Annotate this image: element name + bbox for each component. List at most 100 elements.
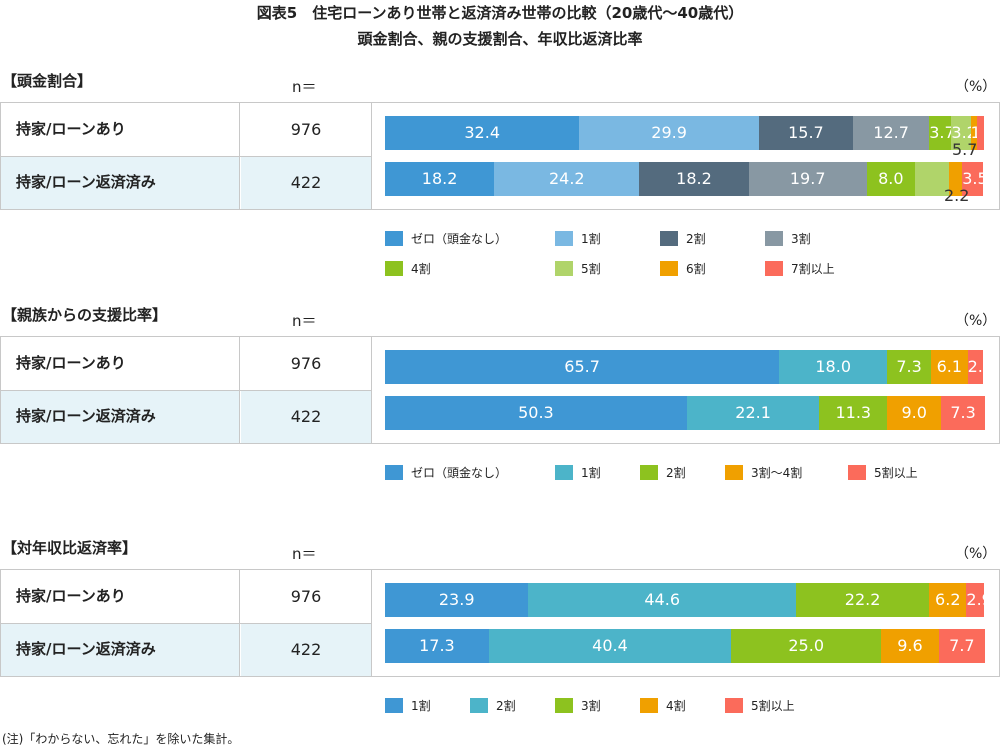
legend-item: 1割	[385, 697, 431, 714]
bar-segment: 29.9	[579, 116, 759, 150]
row-label: 持家/ローンあり	[1, 570, 240, 623]
table-row: 持家/ローンあり 976	[1, 570, 372, 623]
legend-swatch	[640, 465, 658, 480]
row-label: 持家/ローン返済済み	[1, 623, 240, 676]
row-n-value: 976	[241, 337, 372, 390]
legend-label: 4割	[666, 699, 686, 713]
n-label: n＝	[292, 78, 317, 96]
legend-label: ゼロ（頭金なし）	[411, 466, 508, 480]
section-title: 【頭金割合】	[2, 72, 93, 90]
bar-segment	[914, 162, 949, 196]
bar-segment: 2.6	[967, 350, 993, 384]
bar-segment: 15.7	[758, 116, 853, 150]
chart-table: 持家/ローンあり 976 持家/ローン返済済み 422	[0, 336, 1000, 444]
legend-swatch	[765, 231, 783, 246]
legend-item: ゼロ（頭金なし）	[385, 464, 507, 481]
chart-table: 持家/ローンあり 976 持家/ローン返済済み 422	[0, 569, 1000, 677]
legend-swatch	[660, 261, 678, 276]
bar-segment: 7.3	[887, 350, 931, 384]
legend-item: 5割以上	[725, 697, 795, 714]
legend-item: 5割	[555, 260, 601, 277]
legend-swatch	[848, 465, 866, 480]
chart-subtitle: 頭金割合、親の支援割合、年収比返済比率	[357, 30, 643, 48]
legend-label: 2割	[666, 466, 686, 480]
legend-swatch	[555, 698, 573, 713]
bar-segment	[949, 162, 963, 196]
legend-label: 5割以上	[874, 466, 918, 480]
legend-swatch	[765, 261, 783, 276]
row-n-value: 422	[241, 390, 372, 443]
legend-item: 2割	[660, 230, 706, 247]
table-row: 持家/ローンあり 976	[1, 103, 372, 156]
bar-segment: 22.2	[796, 583, 930, 617]
bar-segment: 9.0	[887, 396, 942, 430]
row-n-value: 422	[241, 623, 372, 676]
legend-swatch	[385, 231, 403, 246]
legend-item: 3割～4割	[725, 464, 802, 481]
legend-label: 5割	[581, 262, 601, 276]
legend-item: ゼロ（頭金なし）	[385, 230, 507, 247]
legend-swatch	[385, 698, 403, 713]
unit-label: （%）	[955, 313, 997, 329]
row-n-value: 976	[241, 570, 372, 623]
legend-label: 1割	[581, 466, 601, 480]
bar-segment: 7.3	[941, 396, 985, 430]
bar-segment: 17.3	[385, 629, 489, 663]
legend-label: 1割	[581, 232, 601, 246]
legend-label: 2割	[686, 232, 706, 246]
bar-segment: 7.7	[938, 629, 985, 663]
bar-segment: 18.2	[385, 162, 495, 196]
legend-label: 3割	[581, 699, 601, 713]
bar-segment: 24.2	[494, 162, 640, 196]
bar-segment: 18.0	[779, 350, 888, 384]
unit-label: （%）	[955, 79, 997, 95]
row-divider	[1, 623, 371, 624]
legend-swatch	[555, 261, 573, 276]
legend-label: 6割	[686, 262, 706, 276]
section-title: 【対年収比返済率】	[2, 539, 138, 557]
legend-swatch	[640, 698, 658, 713]
legend-swatch	[725, 465, 743, 480]
legend-swatch	[555, 465, 573, 480]
legend-item: 2割	[470, 697, 516, 714]
legend-item: 6割	[660, 260, 706, 277]
legend-label: 5割以上	[751, 699, 795, 713]
bar-segment: 23.9	[385, 583, 529, 617]
legend-item: 4割	[385, 260, 431, 277]
row-n-value: 976	[241, 103, 372, 156]
legend-item: 1割	[555, 230, 601, 247]
legend-swatch	[725, 698, 743, 713]
legend-label: 4割	[411, 262, 431, 276]
row-label: 持家/ローン返済済み	[1, 390, 240, 443]
chart-table: 持家/ローンあり 976 持家/ローン返済済み 422	[0, 102, 1000, 210]
legend-label: 7割以上	[791, 262, 835, 276]
row-label: 持家/ローンあり	[1, 337, 240, 390]
legend-item: 2割	[640, 464, 686, 481]
legend-label: 3割～4割	[751, 466, 803, 480]
legend-label: 3割	[791, 232, 811, 246]
table-row: 持家/ローン返済済み 422	[1, 156, 372, 209]
row-label: 持家/ローンあり	[1, 103, 240, 156]
bar-segment: 3.5	[962, 162, 988, 196]
data-label: 2.2	[944, 186, 970, 205]
legend-swatch	[385, 465, 403, 480]
bar-segment: 9.6	[881, 629, 939, 663]
bar-segment	[977, 116, 985, 150]
table-row: 持家/ローン返済済み 422	[1, 623, 372, 676]
table-row: 持家/ローン返済済み 422	[1, 390, 372, 443]
bar-segment: 25.0	[731, 629, 882, 663]
chart-title: 図表5 住宅ローンあり世帯と返済済み世帯の比較（20歳代～40歳代）	[256, 4, 744, 22]
legend-swatch	[470, 698, 488, 713]
bar-segment: 8.0	[866, 162, 915, 196]
bar-segment: 40.4	[488, 629, 732, 663]
legend-item: 3割	[765, 230, 811, 247]
footnote: (注)「わからない、忘れた」を除いた集計。	[2, 732, 240, 746]
legend-swatch	[385, 261, 403, 276]
bar-segment: 44.6	[528, 583, 796, 617]
legend-label: 2割	[496, 699, 516, 713]
bar-segment: 50.3	[385, 396, 687, 430]
bar-segment: 32.4	[385, 116, 580, 150]
bar-segment: 22.1	[686, 396, 820, 430]
legend-item: 1割	[555, 464, 601, 481]
bar-segment: 18.2	[639, 162, 749, 196]
